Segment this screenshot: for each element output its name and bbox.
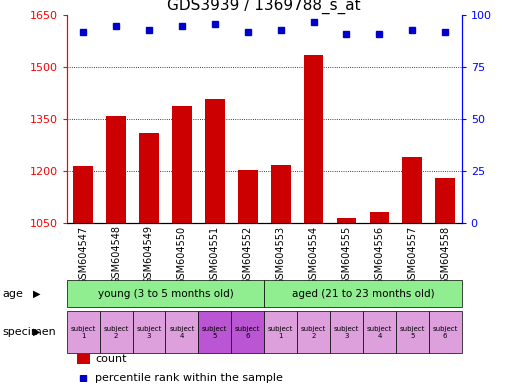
Text: subject
5: subject 5 bbox=[400, 326, 425, 339]
Text: subject
5: subject 5 bbox=[202, 326, 227, 339]
Bar bbox=[231, 311, 264, 353]
Bar bbox=[139, 133, 159, 223]
Text: ▶: ▶ bbox=[33, 327, 41, 337]
Text: specimen: specimen bbox=[3, 327, 56, 337]
Text: subject
6: subject 6 bbox=[235, 326, 261, 339]
Bar bbox=[205, 99, 225, 223]
Bar bbox=[106, 116, 126, 223]
Bar bbox=[271, 165, 290, 223]
Bar bbox=[330, 311, 363, 353]
Bar bbox=[396, 311, 429, 353]
Bar bbox=[172, 106, 192, 223]
Bar bbox=[67, 280, 264, 307]
Text: percentile rank within the sample: percentile rank within the sample bbox=[95, 373, 283, 383]
Bar bbox=[429, 311, 462, 353]
Text: subject
1: subject 1 bbox=[268, 326, 293, 339]
Bar bbox=[199, 311, 231, 353]
Text: aged (21 to 23 months old): aged (21 to 23 months old) bbox=[291, 289, 435, 299]
Text: age: age bbox=[3, 289, 24, 299]
Bar bbox=[436, 179, 455, 223]
Text: subject
1: subject 1 bbox=[70, 326, 96, 339]
Bar bbox=[264, 280, 462, 307]
Text: count: count bbox=[95, 354, 126, 364]
Text: subject
2: subject 2 bbox=[104, 326, 129, 339]
Bar bbox=[67, 311, 100, 353]
Title: GDS3939 / 1369788_s_at: GDS3939 / 1369788_s_at bbox=[167, 0, 361, 14]
Bar bbox=[238, 170, 258, 223]
Bar bbox=[73, 166, 93, 223]
Text: subject
3: subject 3 bbox=[136, 326, 162, 339]
Bar bbox=[337, 217, 357, 223]
Text: subject
2: subject 2 bbox=[301, 326, 326, 339]
Bar bbox=[100, 311, 132, 353]
Text: subject
3: subject 3 bbox=[334, 326, 359, 339]
Bar bbox=[363, 311, 396, 353]
Bar bbox=[165, 311, 199, 353]
Text: subject
4: subject 4 bbox=[169, 326, 194, 339]
Text: subject
4: subject 4 bbox=[367, 326, 392, 339]
Bar bbox=[264, 311, 297, 353]
Bar bbox=[402, 157, 422, 223]
Text: ▶: ▶ bbox=[33, 289, 41, 299]
Text: subject
6: subject 6 bbox=[432, 326, 458, 339]
Text: young (3 to 5 months old): young (3 to 5 months old) bbox=[97, 289, 233, 299]
Bar bbox=[132, 311, 165, 353]
Bar bbox=[369, 212, 389, 223]
Bar bbox=[297, 311, 330, 353]
Bar bbox=[304, 55, 323, 223]
